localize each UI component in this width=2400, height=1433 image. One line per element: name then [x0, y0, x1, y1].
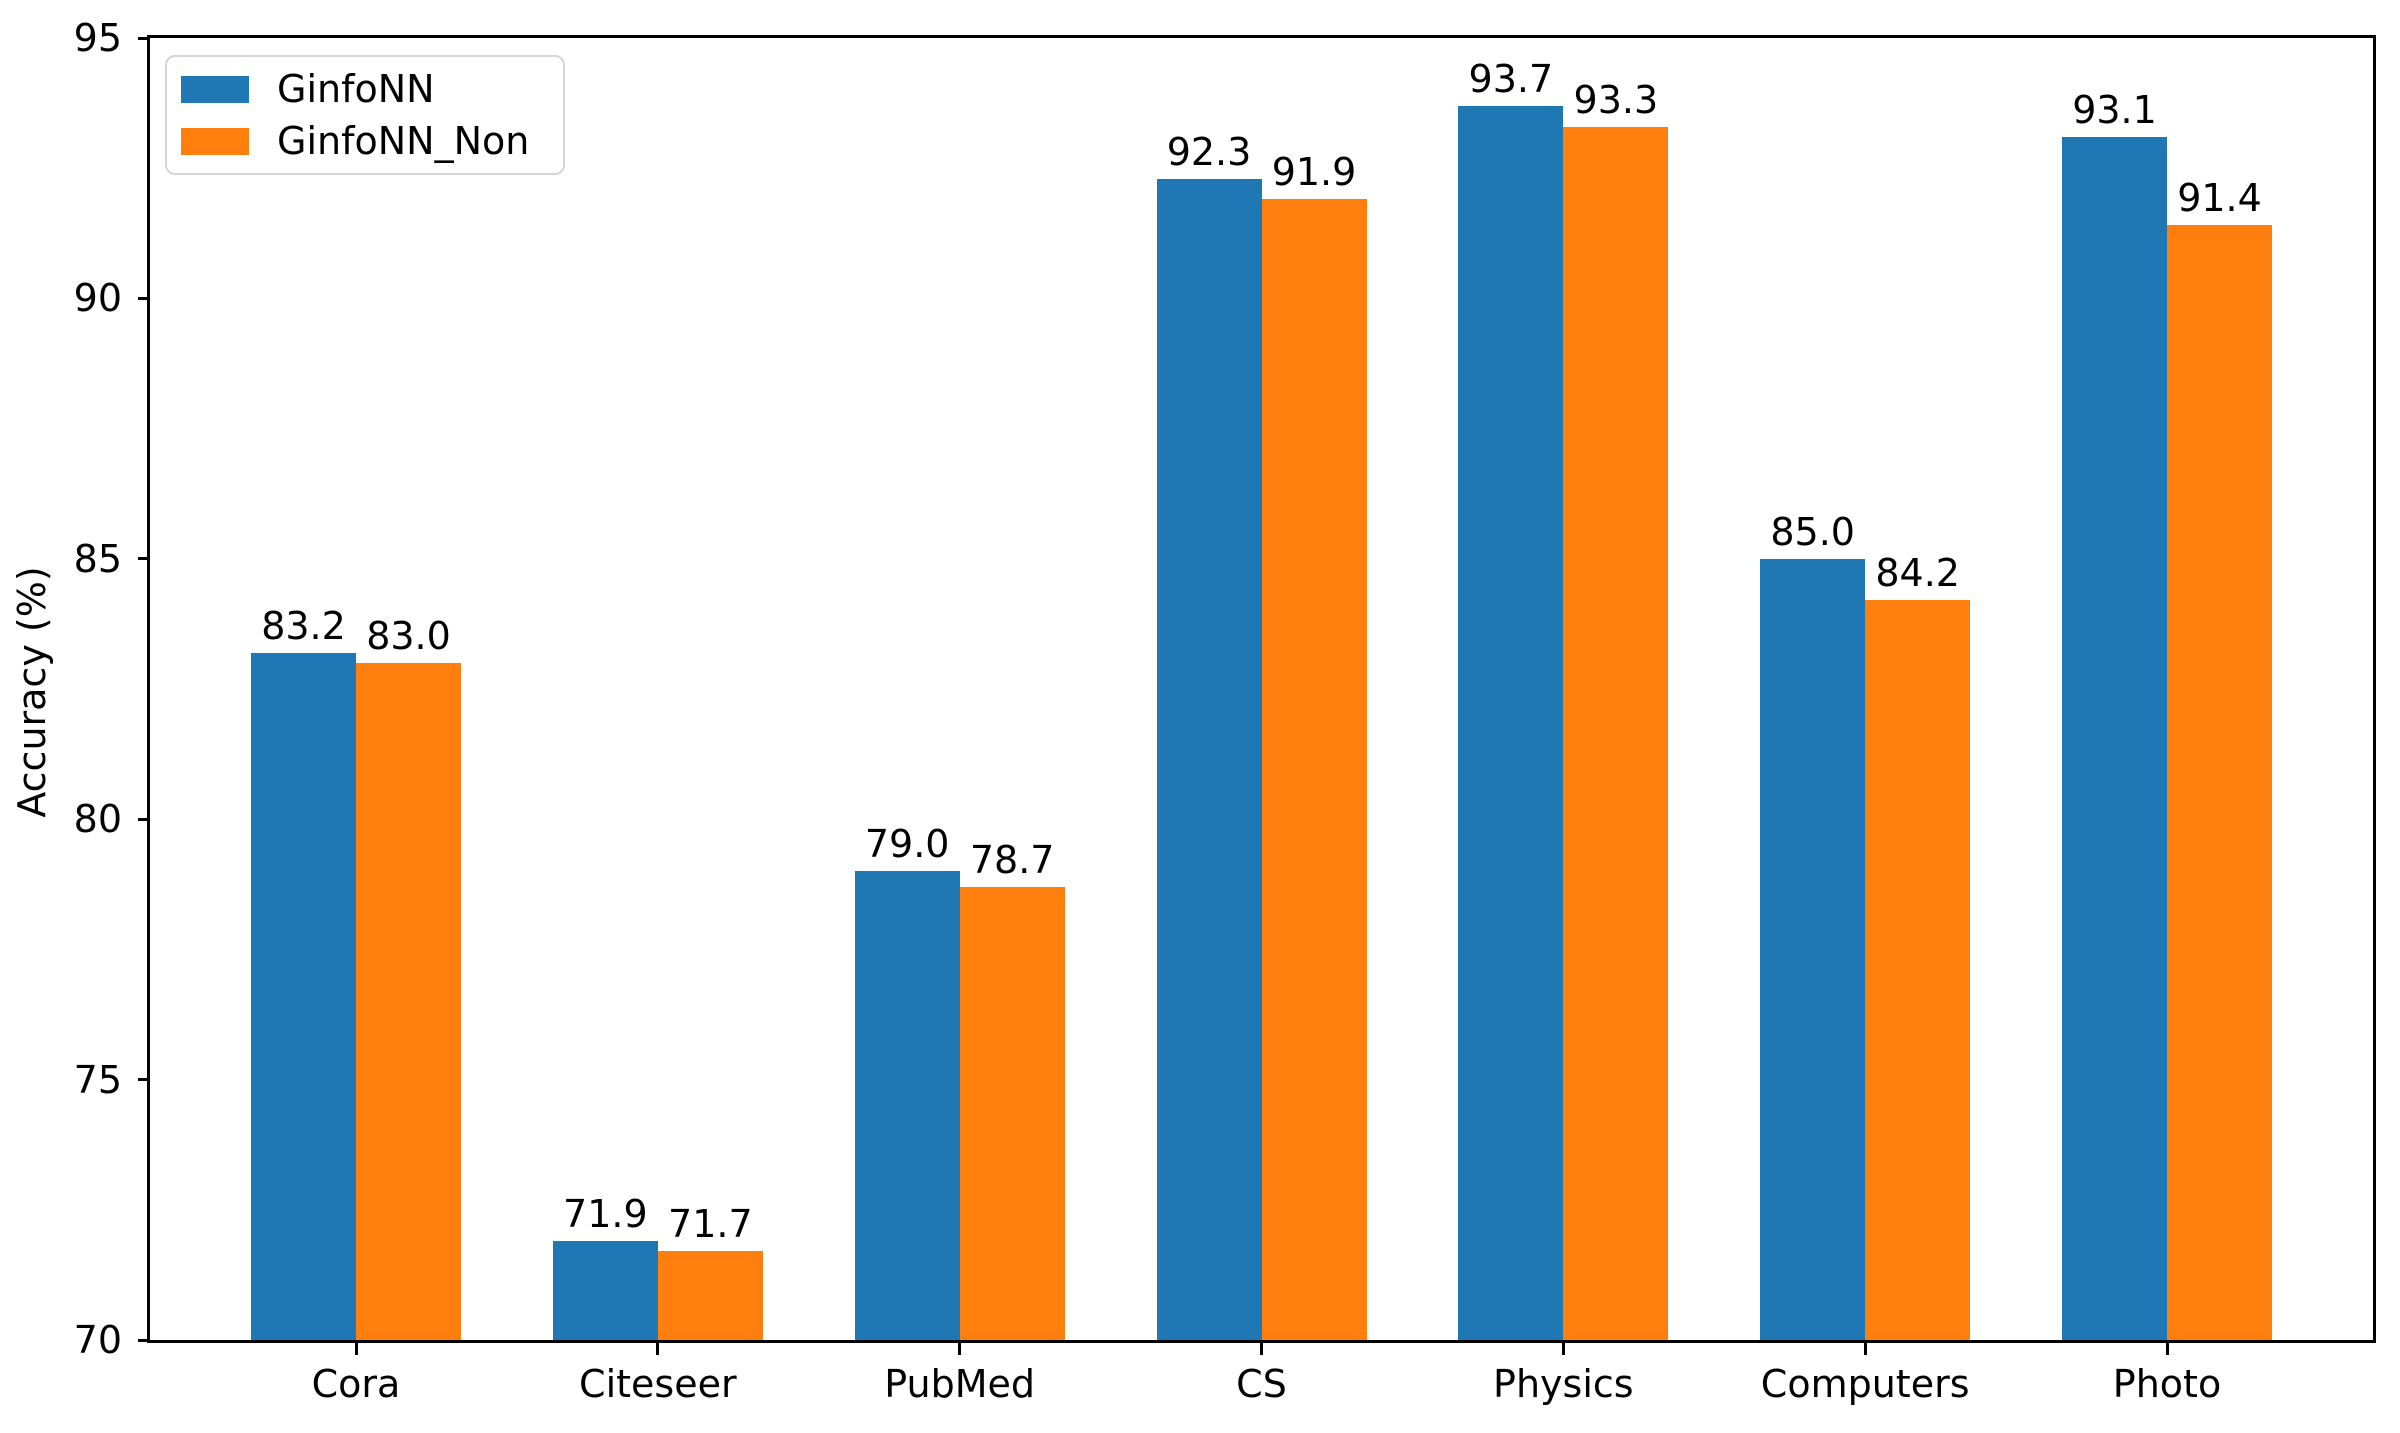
bar-ginfonn-non-cora	[356, 662, 461, 1340]
y-tick-label: 85	[73, 536, 122, 581]
legend-label: GinfoNN	[277, 67, 435, 111]
y-tick-mark	[138, 557, 150, 561]
bar-value-label: 85.0	[1770, 509, 1855, 554]
legend-item-ginfonn: GinfoNN	[181, 69, 529, 109]
x-tick-label-citeseer: Citeseer	[579, 1362, 737, 1406]
bar-value-label: 91.4	[2177, 176, 2262, 221]
bar-ginfonn-cora	[251, 652, 356, 1340]
x-tick-mark	[1260, 1343, 1263, 1355]
x-tick-mark	[958, 1343, 962, 1355]
bar-value-label: 83.2	[261, 603, 346, 648]
bar-value-label: 93.7	[1468, 56, 1554, 101]
bar-value-label: 91.9	[1271, 150, 1357, 195]
y-tick-mark	[138, 1078, 150, 1082]
legend-swatch-icon	[181, 127, 249, 155]
bar-value-label: 71.9	[563, 1192, 648, 1237]
y-tick-label: 80	[73, 797, 122, 842]
bar-ginfonn-physics	[1458, 105, 1564, 1340]
bar-value-label: 84.2	[1875, 551, 1960, 596]
x-tick-label-computers: Computers	[1760, 1362, 1970, 1406]
y-tick-label: 95	[73, 16, 122, 60]
y-tick-mark	[138, 36, 150, 40]
bar-value-label: 92.3	[1166, 129, 1252, 174]
bar-ginfonn-non-physics	[1563, 126, 1669, 1340]
y-tick-label: 70	[73, 1318, 122, 1362]
bar-value-label: 93.1	[2072, 87, 2157, 132]
x-tick-mark	[1561, 1343, 1565, 1355]
legend-label: GinfoNN_Non	[277, 119, 530, 163]
bar-ginfonn-cs	[1156, 178, 1262, 1340]
x-tick-label-cora: Cora	[311, 1362, 401, 1406]
x-tick-label-pubmed: PubMed	[884, 1362, 1036, 1406]
bar-value-label: 78.7	[969, 837, 1055, 882]
y-tick-mark	[138, 296, 150, 300]
legend-item-ginfonn-non: GinfoNN_Non	[181, 121, 529, 161]
x-tick-mark	[354, 1343, 358, 1355]
bar-ginfonn-pubmed	[854, 871, 960, 1340]
legend: GinfoNN GinfoNN_Non	[165, 55, 566, 175]
x-tick-mark	[2165, 1343, 2169, 1355]
bar-ginfonn-non-citeseer	[657, 1251, 763, 1340]
y-tick-mark	[138, 817, 150, 821]
x-tick-label-physics: Physics	[1493, 1362, 1634, 1406]
x-tick-mark	[656, 1343, 660, 1355]
bar-value-label: 83.0	[366, 613, 451, 658]
bar-ginfonn-non-computers	[1865, 600, 1971, 1340]
legend-swatch-icon	[181, 75, 249, 103]
x-tick-label-cs: CS	[1236, 1362, 1287, 1406]
bar-ginfonn-photo	[2062, 136, 2167, 1340]
bar-ginfonn-non-photo	[2167, 225, 2272, 1340]
x-tick-label-photo: Photo	[2112, 1362, 2222, 1406]
y-tick-mark	[138, 1338, 150, 1342]
bar-value-label: 71.7	[668, 1202, 753, 1247]
bar-value-label: 79.0	[864, 822, 950, 867]
y-tick-label: 90	[73, 276, 122, 321]
y-tick-label: 75	[73, 1057, 122, 1102]
bar-ginfonn-computers	[1760, 558, 1866, 1340]
bar-ginfonn-citeseer	[552, 1241, 658, 1340]
bar-ginfonn-non-pubmed	[959, 886, 1065, 1340]
bar-value-label: 93.3	[1573, 77, 1659, 122]
y-axis-title: Accuracy (%)	[10, 566, 54, 818]
bar-ginfonn-non-cs	[1261, 199, 1367, 1340]
x-tick-mark	[1863, 1343, 1867, 1355]
